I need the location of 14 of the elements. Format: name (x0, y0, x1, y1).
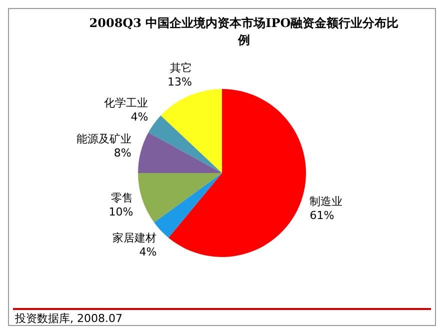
slice-label: 制造业 (310, 194, 343, 208)
slice-label: 零售 (111, 192, 134, 205)
data-label: 13% (167, 76, 192, 89)
data-label: 61% (310, 208, 334, 222)
slice-label: 其它 (170, 62, 192, 75)
slice-label: 能源及矿业 (76, 132, 132, 146)
chart-title: 2008Q3 中国企业境内资本市场IPO融资金额行业分布比例 (89, 15, 399, 49)
data-label: 4% (139, 245, 157, 258)
data-label: 10% (108, 206, 134, 219)
slice-label: 化学工业 (104, 96, 148, 110)
data-label: 8% (114, 146, 132, 160)
slice-label: 家居建材 (112, 231, 157, 244)
text: 投资数据库, 2008.07 (15, 311, 122, 326)
data-label: 4% (130, 110, 148, 124)
